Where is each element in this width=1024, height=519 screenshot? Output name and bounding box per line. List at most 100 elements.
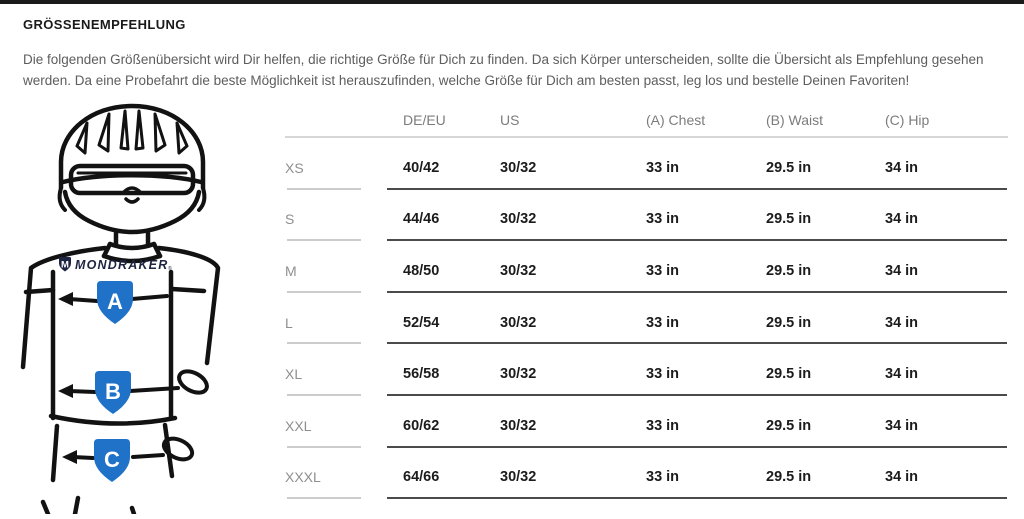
waist-arrow [67,386,180,394]
de-eu-value: 52/54 [403,314,440,331]
hip-value: 34 in [885,314,919,331]
size-label: XL [285,366,303,383]
chest-value: 33 in [646,159,680,176]
cyclist-measurement-illustration-icon: A B C M MONDRAKER ® [20,103,221,517]
mondraker-logo-reg: ® [168,265,172,272]
us-value: 30/32 [500,211,537,228]
table-row-m: M 48/50 30/32 33 in 29.5 in 34 in [285,241,1008,293]
size-guide-figure: A B C M MONDRAKER ® [15,100,255,517]
waist-value: 29.5 in [766,159,812,176]
top-divider [0,0,1024,4]
us-value: 30/32 [500,314,537,331]
hip-value: 34 in [885,211,919,228]
chest-arrow [67,294,169,303]
de-eu-value: 56/58 [403,366,440,383]
size-label: XS [285,159,304,176]
chest-value: 33 in [646,417,680,434]
table-row-xs: XS 40/42 30/32 33 in 29.5 in 34 in [285,138,1008,190]
row-data-divider [387,497,1007,500]
waist-value: 29.5 in [766,314,812,331]
table-row-s: S 44/46 30/32 33 in 29.5 in 34 in [285,190,1008,242]
hip-value: 34 in [885,417,919,434]
hip-marker-label: C [104,447,120,472]
header-divider [285,136,1008,138]
row-data-divider [387,187,1007,190]
mondraker-logo-mark-letter: M [61,260,69,271]
row-label-divider [287,497,361,500]
us-value: 30/32 [500,366,537,383]
row-data-divider [387,393,1007,396]
waist-tape-loop [177,369,209,395]
goggles-icon [68,163,196,204]
header-us: US [500,111,520,128]
hip-value: 34 in [885,262,919,279]
hip-marker-badge: C [94,439,130,482]
row-data-divider [387,342,1007,345]
hip-value: 34 in [885,469,919,486]
size-label: XXL [285,417,312,434]
size-table-header-row: DE/EU US (A) Chest (B) Waist (C) Hip [285,101,1008,138]
de-eu-value: 48/50 [403,262,440,279]
chest-value: 33 in [646,469,680,486]
de-eu-value: 40/42 [403,159,440,176]
table-row-l: L 52/54 30/32 33 in 29.5 in 34 in [285,293,1008,345]
waist-value: 29.5 in [766,366,812,383]
waist-arrowhead-icon [58,384,73,398]
row-label-divider [287,239,361,242]
size-label: M [285,262,297,279]
row-label-divider [287,342,361,345]
mondraker-logo-shield-icon [59,257,71,272]
page-title: GRÖSSENEMPFEHLUNG [23,17,186,32]
chest-arrowhead-icon [58,292,73,306]
hip-value: 34 in [885,366,919,383]
chest-value: 33 in [646,314,680,331]
row-data-divider [387,239,1007,242]
jersey-outline [20,245,221,426]
us-value: 30/32 [500,417,537,434]
chest-marker-badge: A [97,281,133,324]
size-label: L [285,314,293,331]
us-value: 30/32 [500,262,537,279]
waist-value: 29.5 in [766,211,812,228]
row-label-divider [287,393,361,396]
intro-paragraph: Die folgenden Größenübersicht wird Dir h… [23,52,984,88]
row-label-divider [287,290,361,293]
header-chest: (A) Chest [646,111,706,128]
chest-value: 33 in [646,262,680,279]
chest-value: 33 in [646,366,680,383]
size-label: S [285,211,295,228]
waist-marker-label: B [105,379,121,404]
de-eu-value: 64/66 [403,469,440,486]
waist-marker-badge: B [95,371,131,414]
row-label-divider [287,445,361,448]
header-de-eu: DE/EU [403,111,446,128]
de-eu-value: 44/46 [403,211,440,228]
chest-value: 33 in [646,211,680,228]
row-data-divider [387,445,1007,448]
waist-value: 29.5 in [766,262,812,279]
table-row-xxxl: XXXL 64/66 30/32 33 in 29.5 in 34 in [285,448,1008,500]
helmet-icon [57,103,207,212]
table-row-xl: XL 56/58 30/32 33 in 29.5 in 34 in [285,344,1008,396]
row-data-divider [387,290,1007,293]
header-hip: (C) Hip [885,111,930,128]
mondraker-logo: M MONDRAKER ® [59,257,172,272]
chest-marker-label: A [107,289,123,314]
us-value: 30/32 [500,159,537,176]
neck-collar [101,230,163,264]
shorts-outline [40,422,175,517]
size-label: XXXL [285,469,321,486]
waist-value: 29.5 in [766,417,812,434]
waist-value: 29.5 in [766,469,812,486]
row-label-divider [287,187,361,190]
hip-tape-loop [161,436,195,462]
size-table: DE/EU US (A) Chest (B) Waist (C) Hip XS … [285,101,1008,500]
hip-value: 34 in [885,159,919,176]
table-row-xxl: XXL 60/62 30/32 33 in 29.5 in 34 in [285,396,1008,448]
de-eu-value: 60/62 [403,417,440,434]
us-value: 30/32 [500,469,537,486]
hip-arrowhead-icon [62,450,77,464]
header-waist: (B) Waist [766,111,824,128]
face-outline [62,189,202,235]
mondraker-logo-text: MONDRAKER [75,258,168,272]
